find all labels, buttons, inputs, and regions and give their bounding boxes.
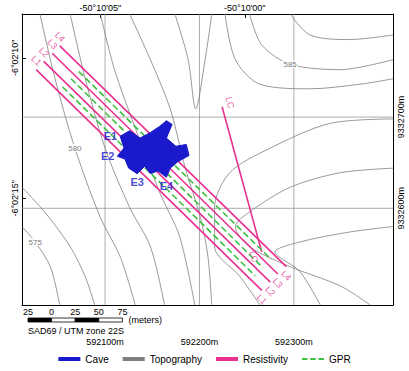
svg-text:592200m: 592200m (181, 337, 219, 347)
svg-text:25: 25 (70, 307, 80, 317)
svg-text:585: 585 (283, 60, 297, 69)
svg-text:L4: L4 (279, 269, 293, 283)
svg-text:50: 50 (94, 307, 104, 317)
svg-text:592100m: 592100m (86, 337, 124, 347)
svg-text:Cave: Cave (85, 354, 109, 365)
svg-text:9332600m: 9332600m (396, 187, 406, 230)
svg-text:575: 575 (29, 238, 43, 247)
svg-text:L2: L2 (36, 45, 51, 60)
svg-text:25: 25 (23, 307, 33, 317)
svg-text:592300m: 592300m (275, 337, 313, 347)
svg-text:GPR: GPR (329, 354, 351, 365)
svg-text:9332700m: 9332700m (396, 96, 406, 139)
svg-text:L2: L2 (263, 284, 278, 299)
svg-text:E2: E2 (101, 150, 114, 162)
svg-text:580: 580 (68, 144, 82, 153)
svg-text:75: 75 (117, 307, 127, 317)
svg-text:L4: L4 (53, 30, 67, 44)
svg-text:-6°02'15": -6°02'15" (10, 180, 20, 217)
svg-text:LC: LC (248, 250, 261, 264)
svg-text:(meters): (meters) (128, 315, 162, 325)
svg-text:L3: L3 (270, 275, 285, 291)
svg-text:L3: L3 (45, 37, 60, 52)
svg-text:-6°02'10": -6°02'10" (10, 40, 20, 77)
svg-text:-50°10'00": -50°10'00" (224, 3, 266, 13)
svg-text:Topography: Topography (150, 354, 202, 365)
svg-text:E4: E4 (160, 180, 174, 192)
svg-text:-50°10'05": -50°10'05" (80, 3, 122, 13)
svg-text:L1: L1 (254, 292, 269, 307)
svg-text:L1: L1 (29, 53, 44, 68)
svg-text:E3: E3 (130, 176, 143, 188)
svg-text:SAD69 / UTM zone 22S: SAD69 / UTM zone 22S (28, 326, 124, 336)
svg-text:LC: LC (224, 96, 237, 110)
svg-text:E1: E1 (104, 130, 117, 142)
svg-text:0: 0 (49, 307, 54, 317)
svg-text:Resistivity: Resistivity (243, 354, 288, 365)
